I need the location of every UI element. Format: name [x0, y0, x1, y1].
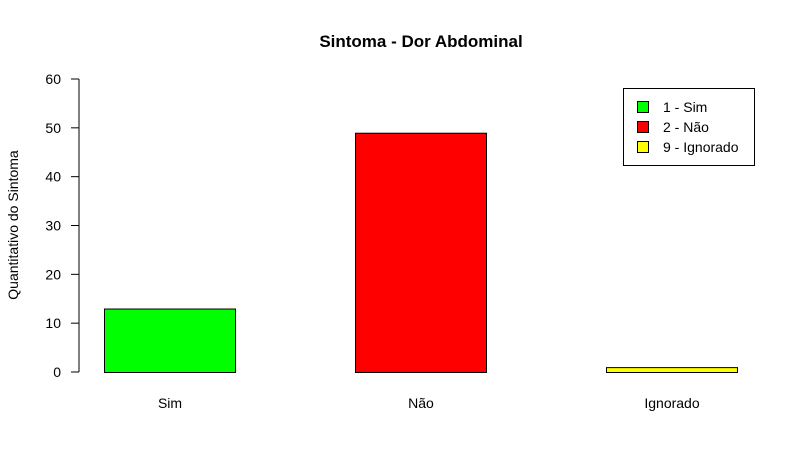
y-tick-label: 40: [45, 169, 61, 185]
bar-ignorado: [606, 367, 738, 374]
legend-swatch: [637, 121, 649, 133]
legend-swatch: [637, 101, 649, 113]
legend-swatch: [637, 141, 649, 153]
chart-title: Sintoma - Dor Abdominal: [319, 32, 522, 51]
y-tick-label: 0: [53, 364, 61, 380]
bar-sim: [104, 308, 236, 373]
y-tick-label: 50: [45, 120, 61, 136]
y-axis: 0 10 20 30 40 50 60: [45, 71, 80, 380]
legend: 1 - Sim 2 - Não 9 - Ignorado: [623, 88, 755, 166]
y-tick-label: 10: [45, 315, 61, 331]
y-axis-label: Quantitativo do Sintoma: [5, 150, 21, 300]
legend-label: 1 - Sim: [663, 99, 707, 115]
bars: [104, 132, 738, 374]
category-labels: Sim Não Ignorado: [158, 395, 700, 411]
bar-não: [355, 132, 487, 373]
x-category-label: Sim: [158, 395, 182, 411]
x-category-label: Ignorado: [644, 395, 699, 411]
legend-label: 9 - Ignorado: [663, 139, 739, 155]
y-tick-label: 60: [45, 71, 61, 87]
legend-label: 2 - Não: [663, 119, 709, 135]
y-tick-label: 20: [45, 266, 61, 282]
x-category-label: Não: [408, 395, 434, 411]
y-tick-label: 30: [45, 218, 61, 234]
